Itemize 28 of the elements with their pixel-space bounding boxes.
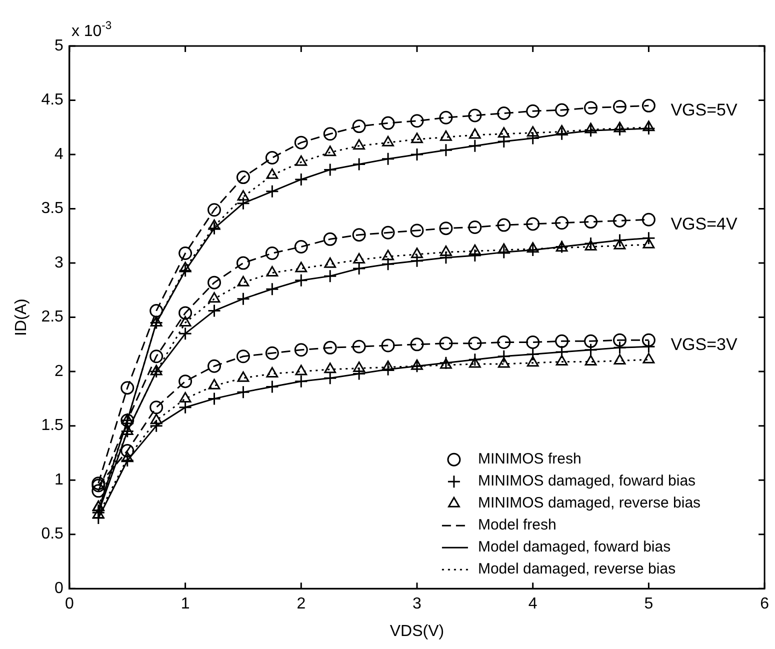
annotation: VGS=4V bbox=[670, 214, 738, 234]
legend-label: Model fresh bbox=[478, 516, 556, 534]
legend-label: MINIMOS fresh bbox=[478, 450, 582, 468]
legend-label: Model damaged, foward bias bbox=[478, 538, 671, 556]
x-tick-label: 5 bbox=[644, 596, 654, 613]
x-tick-label: 4 bbox=[528, 596, 538, 613]
y-tick-label: 1 bbox=[54, 471, 64, 488]
x-tick-label: 2 bbox=[296, 596, 306, 613]
legend-label: MINIMOS damaged, foward bias bbox=[478, 472, 696, 490]
y-tick-label: 3 bbox=[54, 254, 64, 272]
y-tick-label: 1.5 bbox=[41, 417, 64, 434]
y-tick-label: 0.5 bbox=[41, 526, 64, 543]
x-tick-label: 1 bbox=[180, 596, 190, 613]
legend-label: MINIMOS damaged, reverse bias bbox=[478, 494, 701, 512]
y-tick-label: 5 bbox=[54, 37, 64, 54]
x-axis-title: VDS(V) bbox=[390, 622, 444, 640]
y-tick-label: 4 bbox=[54, 146, 64, 163]
annotation: VGS=3V bbox=[670, 335, 738, 354]
x-tick-label: 6 bbox=[760, 596, 770, 613]
y-tick-label: 2 bbox=[54, 362, 64, 380]
y-tick-label: 3.5 bbox=[41, 200, 64, 218]
y-axis-title: ID(A) bbox=[13, 298, 30, 336]
legend-label: Model damaged, reverse bias bbox=[478, 560, 676, 578]
y-tick-label: 2.5 bbox=[41, 308, 64, 326]
x-tick-label: 3 bbox=[412, 596, 422, 613]
y-tick-label: 4.5 bbox=[41, 92, 64, 109]
y-tick-label: 0 bbox=[54, 580, 64, 598]
annotation: VGS=5V bbox=[670, 100, 738, 120]
